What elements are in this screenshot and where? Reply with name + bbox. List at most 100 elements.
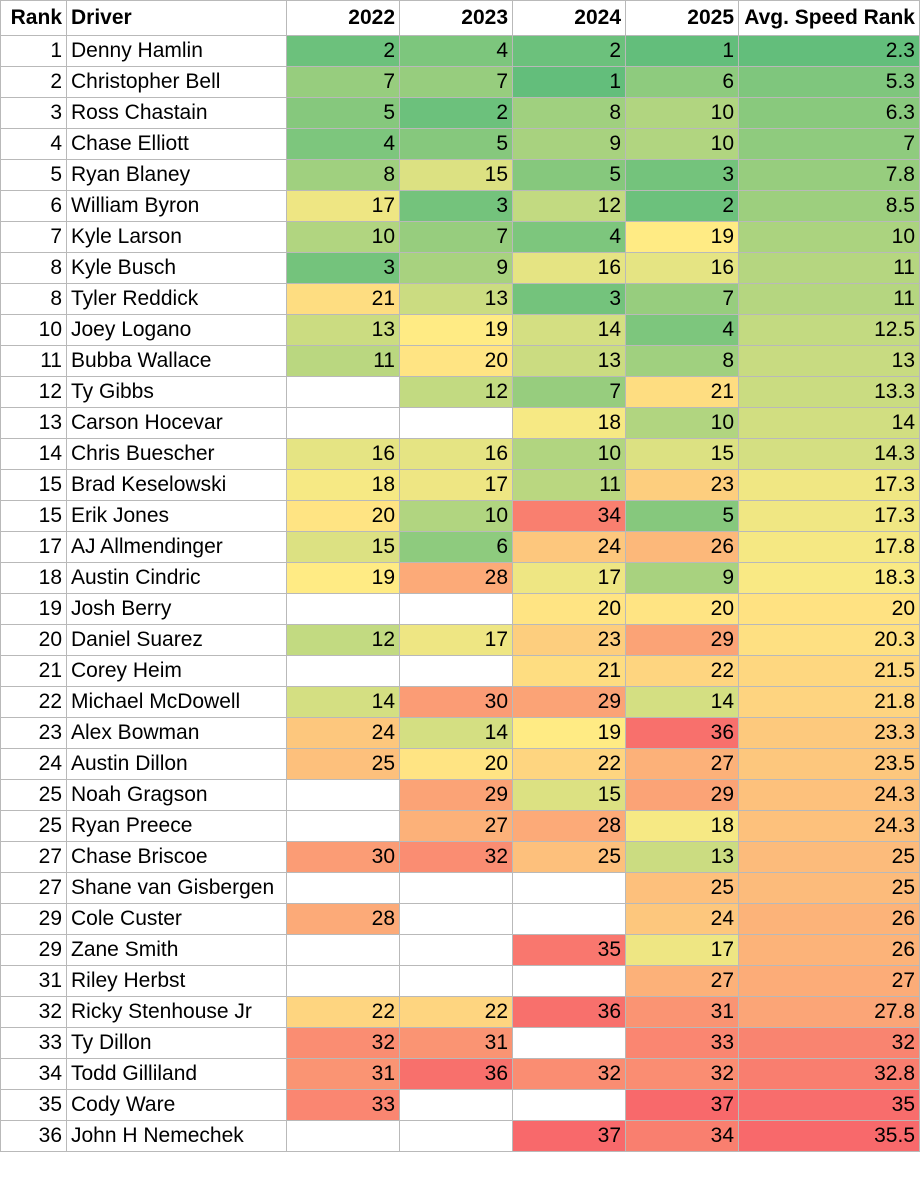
- year-2023-cell: [399, 903, 513, 935]
- driver-cell: Denny Hamlin: [66, 35, 287, 67]
- year-2025-cell: 10: [625, 97, 739, 129]
- year-2025-cell: 21: [625, 376, 739, 408]
- avg-speed-rank-cell: 23.3: [738, 717, 920, 749]
- year-2025-cell: 3: [625, 159, 739, 191]
- year-2022-cell: 22: [286, 996, 400, 1028]
- table-row: 19 Josh Berry 20 20 20: [0, 593, 920, 625]
- year-2023-cell: 22: [399, 996, 513, 1028]
- table-row: 21 Corey Heim 21 22 21.5: [0, 655, 920, 687]
- year-2022-cell: 18: [286, 469, 400, 501]
- table-row: 11 Bubba Wallace 11 20 13 8 13: [0, 345, 920, 377]
- year-2022-cell: 10: [286, 221, 400, 253]
- driver-cell: Ricky Stenhouse Jr: [66, 996, 287, 1028]
- year-2024-cell: 11: [512, 469, 626, 501]
- avg-speed-rank-cell: 13: [738, 345, 920, 377]
- year-2024-cell: [512, 1089, 626, 1121]
- avg-speed-rank-cell: 12.5: [738, 314, 920, 346]
- avg-speed-rank-cell: 17.8: [738, 531, 920, 563]
- driver-cell: Christopher Bell: [66, 66, 287, 98]
- driver-cell: Joey Logano: [66, 314, 287, 346]
- year-2025-cell: 7: [625, 283, 739, 315]
- driver-cell: Ty Gibbs: [66, 376, 287, 408]
- year-2022-cell: 3: [286, 252, 400, 284]
- rank-cell: 25: [0, 810, 67, 842]
- driver-cell: Austin Dillon: [66, 748, 287, 780]
- year-2025-cell: 33: [625, 1027, 739, 1059]
- year-2023-cell: 30: [399, 686, 513, 718]
- driver-cell: Zane Smith: [66, 934, 287, 966]
- driver-cell: Ryan Preece: [66, 810, 287, 842]
- table-row: 29 Zane Smith 35 17 26: [0, 934, 920, 966]
- year-2024-cell: 13: [512, 345, 626, 377]
- year-2022-cell: [286, 593, 400, 625]
- rank-cell: 13: [0, 407, 67, 439]
- year-2025-cell: 27: [625, 748, 739, 780]
- header-2025: 2025: [625, 0, 739, 36]
- table-row: 5 Ryan Blaney 8 15 5 3 7.8: [0, 159, 920, 191]
- rank-cell: 1: [0, 35, 67, 67]
- year-2024-cell: [512, 1027, 626, 1059]
- table-row: 17 AJ Allmendinger 15 6 24 26 17.8: [0, 531, 920, 563]
- year-2025-cell: 2: [625, 190, 739, 222]
- year-2025-cell: 14: [625, 686, 739, 718]
- year-2023-cell: 5: [399, 128, 513, 160]
- year-2024-cell: 1: [512, 66, 626, 98]
- table-row: 33 Ty Dillon 32 31 33 32: [0, 1027, 920, 1059]
- year-2022-cell: 32: [286, 1027, 400, 1059]
- year-2024-cell: 22: [512, 748, 626, 780]
- rank-cell: 34: [0, 1058, 67, 1090]
- rank-cell: 3: [0, 97, 67, 129]
- table-row: 20 Daniel Suarez 12 17 23 29 20.3: [0, 624, 920, 656]
- year-2023-cell: [399, 1120, 513, 1152]
- rank-cell: 36: [0, 1120, 67, 1152]
- rank-cell: 15: [0, 500, 67, 532]
- year-2024-cell: 36: [512, 996, 626, 1028]
- avg-speed-rank-cell: 21.8: [738, 686, 920, 718]
- year-2023-cell: 7: [399, 66, 513, 98]
- rank-cell: 25: [0, 779, 67, 811]
- year-2024-cell: 29: [512, 686, 626, 718]
- year-2024-cell: 21: [512, 655, 626, 687]
- year-2025-cell: 24: [625, 903, 739, 935]
- year-2024-cell: 7: [512, 376, 626, 408]
- year-2024-cell: 17: [512, 562, 626, 594]
- driver-cell: Erik Jones: [66, 500, 287, 532]
- year-2025-cell: 5: [625, 500, 739, 532]
- rank-cell: 7: [0, 221, 67, 253]
- year-2023-cell: 4: [399, 35, 513, 67]
- table-row: 1 Denny Hamlin 2 4 2 1 2.3: [0, 35, 920, 67]
- driver-cell: John H Nemechek: [66, 1120, 287, 1152]
- table-row: 12 Ty Gibbs 12 7 21 13.3: [0, 376, 920, 408]
- avg-speed-rank-cell: 20: [738, 593, 920, 625]
- year-2022-cell: 16: [286, 438, 400, 470]
- year-2024-cell: [512, 872, 626, 904]
- table-row: 18 Austin Cindric 19 28 17 9 18.3: [0, 562, 920, 594]
- rank-cell: 27: [0, 841, 67, 873]
- year-2025-cell: 9: [625, 562, 739, 594]
- table-row: 8 Tyler Reddick 21 13 3 7 11: [0, 283, 920, 315]
- year-2023-cell: [399, 934, 513, 966]
- rank-cell: 5: [0, 159, 67, 191]
- year-2023-cell: [399, 593, 513, 625]
- year-2023-cell: 7: [399, 221, 513, 253]
- year-2023-cell: 19: [399, 314, 513, 346]
- year-2023-cell: 9: [399, 252, 513, 284]
- year-2025-cell: 26: [625, 531, 739, 563]
- year-2025-cell: 20: [625, 593, 739, 625]
- year-2024-cell: [512, 903, 626, 935]
- year-2023-cell: 17: [399, 469, 513, 501]
- avg-speed-rank-cell: 17.3: [738, 500, 920, 532]
- year-2022-cell: 14: [286, 686, 400, 718]
- header-row: Rank Driver 2022 2023 2024 2025 Avg. Spe…: [0, 0, 920, 36]
- year-2023-cell: 27: [399, 810, 513, 842]
- table-row: 8 Kyle Busch 3 9 16 16 11: [0, 252, 920, 284]
- avg-speed-rank-cell: 24.3: [738, 810, 920, 842]
- avg-speed-rank-cell: 14: [738, 407, 920, 439]
- driver-cell: Austin Cindric: [66, 562, 287, 594]
- avg-speed-rank-cell: 17.3: [738, 469, 920, 501]
- avg-speed-rank-cell: 32.8: [738, 1058, 920, 1090]
- rank-cell: 2: [0, 66, 67, 98]
- driver-cell: Michael McDowell: [66, 686, 287, 718]
- table-row: 27 Shane van Gisbergen 25 25: [0, 872, 920, 904]
- year-2025-cell: 10: [625, 407, 739, 439]
